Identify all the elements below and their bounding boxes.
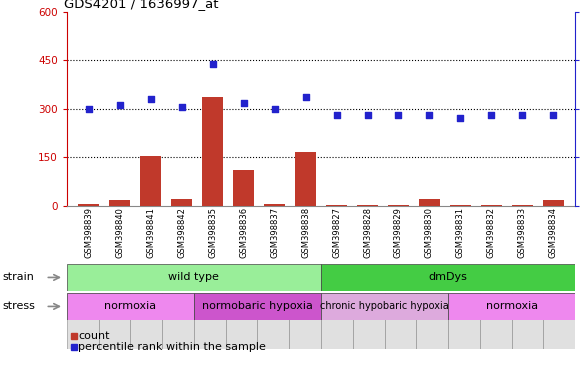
Bar (543, 200, 564, 206)
Text: wild type: wild type (168, 272, 220, 283)
FancyBboxPatch shape (321, 293, 353, 349)
Point (363, 111, 372, 118)
Point (487, 111, 496, 118)
FancyBboxPatch shape (194, 293, 321, 320)
Point (146, 96, 155, 102)
Bar (234, 170, 253, 206)
Bar (357, 205, 378, 206)
Bar (109, 200, 130, 206)
FancyBboxPatch shape (480, 293, 512, 349)
Text: count: count (78, 331, 110, 341)
Point (425, 111, 434, 118)
Text: percentile rank within the sample: percentile rank within the sample (78, 342, 266, 353)
Point (456, 115, 465, 121)
FancyBboxPatch shape (194, 293, 225, 349)
Text: normoxia: normoxia (486, 301, 537, 311)
Point (518, 111, 527, 118)
Bar (264, 204, 285, 206)
FancyBboxPatch shape (162, 293, 194, 349)
Point (177, 104, 186, 110)
FancyBboxPatch shape (448, 293, 480, 349)
Text: chronic hypobaric hypoxia: chronic hypobaric hypoxia (320, 301, 449, 311)
Bar (171, 199, 192, 206)
FancyBboxPatch shape (321, 293, 448, 320)
Point (270, 106, 279, 112)
FancyBboxPatch shape (353, 293, 385, 349)
FancyBboxPatch shape (289, 293, 321, 349)
Bar (327, 205, 347, 206)
Bar (419, 199, 440, 206)
FancyBboxPatch shape (130, 293, 162, 349)
Bar (450, 205, 471, 206)
Bar (512, 205, 533, 206)
Text: normoxia: normoxia (105, 301, 156, 311)
Bar (389, 205, 408, 206)
Text: stress: stress (3, 301, 36, 311)
Text: strain: strain (3, 272, 35, 283)
FancyBboxPatch shape (67, 293, 99, 349)
FancyBboxPatch shape (67, 293, 194, 320)
Point (115, 102, 124, 108)
Text: dmDys: dmDys (429, 272, 468, 283)
Point (84, 106, 93, 112)
Point (239, 100, 248, 106)
FancyBboxPatch shape (448, 293, 575, 320)
FancyBboxPatch shape (512, 293, 543, 349)
Point (394, 111, 403, 118)
FancyBboxPatch shape (225, 293, 257, 349)
Point (549, 111, 558, 118)
Bar (482, 205, 501, 206)
Point (332, 111, 341, 118)
FancyBboxPatch shape (257, 293, 289, 349)
Bar (141, 156, 160, 206)
FancyBboxPatch shape (385, 293, 417, 349)
Point (208, 61, 217, 67)
Bar (295, 152, 315, 206)
FancyBboxPatch shape (321, 264, 575, 291)
FancyBboxPatch shape (543, 293, 575, 349)
Point (301, 94, 310, 100)
FancyBboxPatch shape (99, 293, 130, 349)
Bar (78, 204, 99, 206)
Text: normobaric hypoxia: normobaric hypoxia (202, 301, 313, 311)
Bar (202, 97, 223, 206)
FancyBboxPatch shape (417, 293, 448, 349)
Text: GDS4201 / 1636997_at: GDS4201 / 1636997_at (64, 0, 219, 10)
FancyBboxPatch shape (67, 264, 321, 291)
